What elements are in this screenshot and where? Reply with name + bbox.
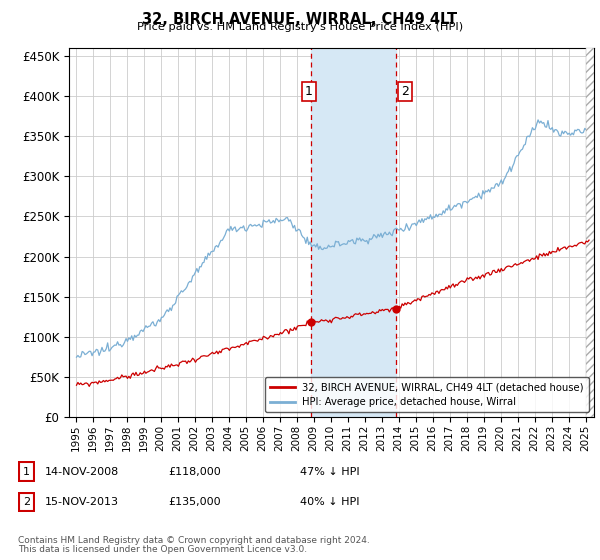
FancyBboxPatch shape bbox=[19, 463, 34, 480]
Text: This data is licensed under the Open Government Licence v3.0.: This data is licensed under the Open Gov… bbox=[18, 545, 307, 554]
Text: 2: 2 bbox=[23, 497, 30, 507]
Text: 40% ↓ HPI: 40% ↓ HPI bbox=[300, 497, 359, 507]
Text: 15-NOV-2013: 15-NOV-2013 bbox=[45, 497, 119, 507]
Text: 47% ↓ HPI: 47% ↓ HPI bbox=[300, 466, 359, 477]
Text: £118,000: £118,000 bbox=[168, 466, 221, 477]
Text: 32, BIRCH AVENUE, WIRRAL, CH49 4LT: 32, BIRCH AVENUE, WIRRAL, CH49 4LT bbox=[142, 12, 458, 27]
Text: 2: 2 bbox=[401, 85, 409, 99]
FancyBboxPatch shape bbox=[19, 493, 34, 511]
Text: £135,000: £135,000 bbox=[168, 497, 221, 507]
Text: 1: 1 bbox=[305, 85, 313, 99]
Text: 1: 1 bbox=[23, 466, 30, 477]
Text: 14-NOV-2008: 14-NOV-2008 bbox=[45, 466, 119, 477]
Text: Contains HM Land Registry data © Crown copyright and database right 2024.: Contains HM Land Registry data © Crown c… bbox=[18, 536, 370, 545]
Text: Price paid vs. HM Land Registry's House Price Index (HPI): Price paid vs. HM Land Registry's House … bbox=[137, 22, 463, 32]
Bar bbox=[311, 48, 397, 417]
Legend: 32, BIRCH AVENUE, WIRRAL, CH49 4LT (detached house), HPI: Average price, detache: 32, BIRCH AVENUE, WIRRAL, CH49 4LT (deta… bbox=[265, 377, 589, 412]
